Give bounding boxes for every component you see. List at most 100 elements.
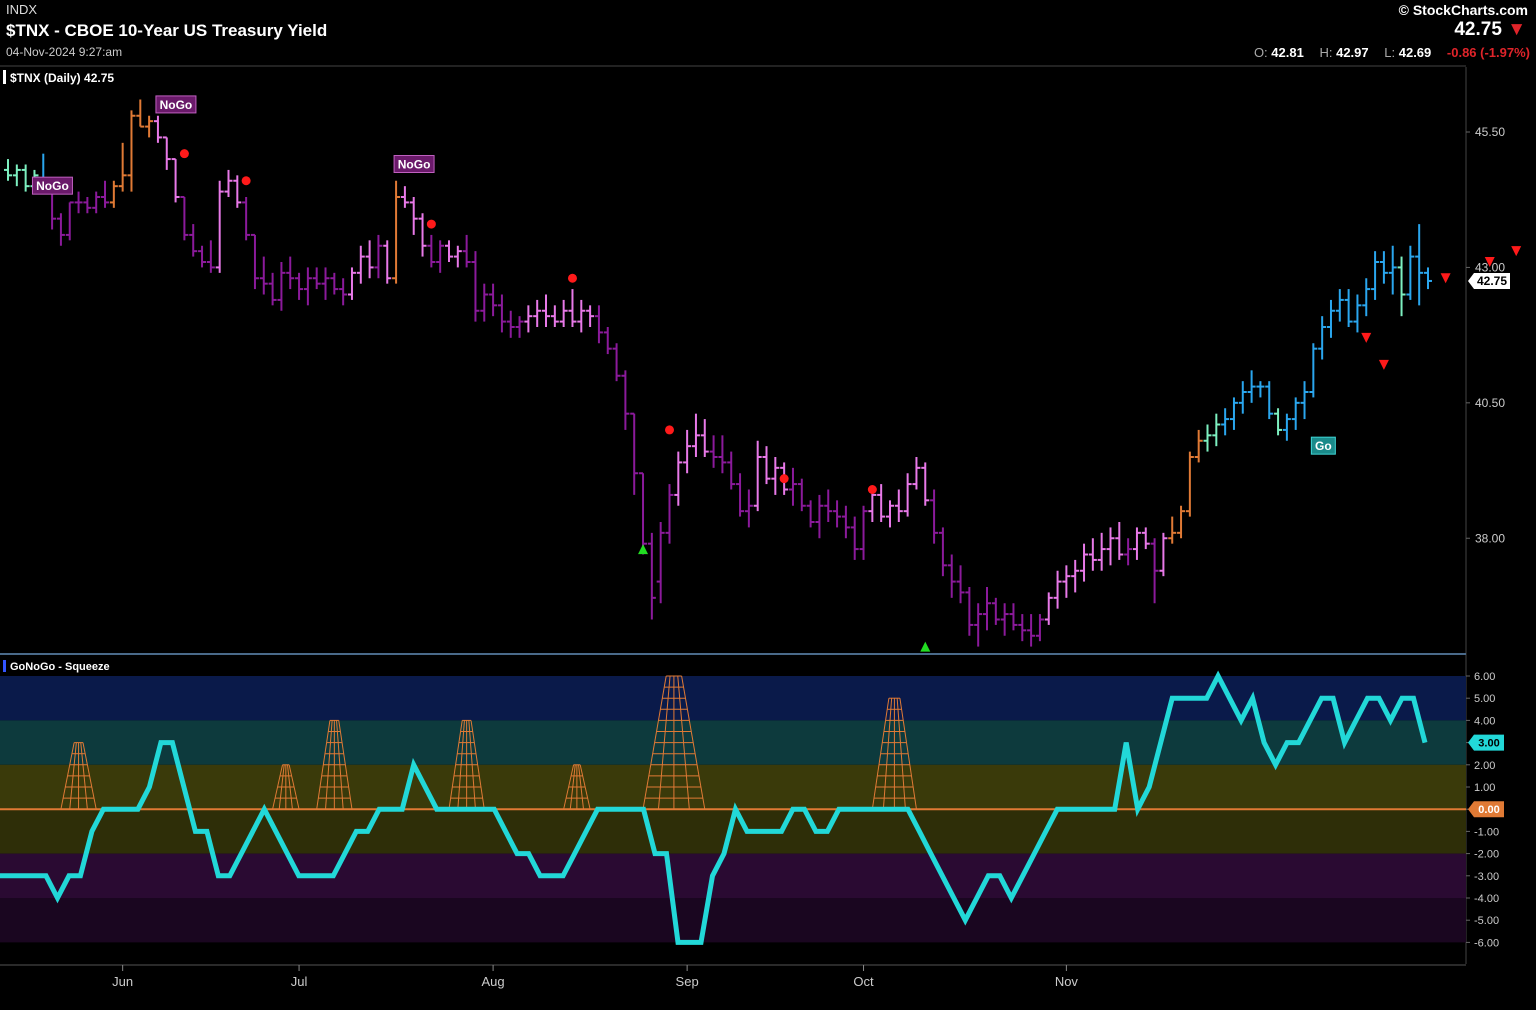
osc-y-tick-label: -3.00 (1474, 871, 1499, 883)
nogo-label: NoGo (155, 95, 197, 114)
ohlc-bar (1141, 527, 1150, 550)
low-value: 42.69 (1398, 45, 1432, 60)
ohlc-bar (1344, 289, 1353, 327)
ohlc-bar (603, 327, 612, 355)
ohlc-bar (65, 201, 74, 241)
ohlc-bar (277, 262, 286, 311)
ohlc-bar (771, 457, 780, 495)
ohlc-bar (453, 245, 462, 268)
squeeze-strut (470, 720, 485, 810)
ohlc-bar (1415, 224, 1424, 306)
osc-y-tick-label: 6.00 (1474, 671, 1495, 683)
x-axis: Jun Jul Aug Sep Oct Nov (112, 965, 1078, 989)
ohlc-bar (215, 180, 224, 273)
osc-y-tick-label: -6.00 (1474, 937, 1499, 949)
ohlc-bar (1018, 614, 1027, 642)
ohlc-bar (101, 180, 110, 208)
ohlc-bar (1194, 429, 1203, 463)
squeeze-strut (882, 698, 893, 810)
ohlc-bar (92, 191, 101, 214)
ohlc-bar (903, 473, 912, 517)
ohlc-bar (709, 435, 718, 468)
price-panel: $TNX (Daily) 42.75 45.50 43.00 40.50 38.00 No… (0, 65, 1522, 966)
ohlc-bar (577, 299, 586, 333)
ohlc-bar (162, 136, 171, 170)
squeeze-strut (316, 720, 331, 810)
price-y-tick-label: 38.00 (1475, 531, 1505, 545)
ohlc-bar (1150, 538, 1159, 604)
ohlc-bar (762, 446, 771, 485)
ohlc-bar (744, 489, 753, 528)
squeeze-cluster (563, 764, 591, 810)
ohlc-bar (189, 224, 198, 257)
ohlc-bar (303, 267, 312, 306)
ohlc-bar (1326, 299, 1335, 338)
open-label: O: (1253, 45, 1268, 60)
ohlc-bar (974, 603, 983, 647)
triangle-down-signal (1361, 332, 1372, 343)
ohlc-bar (312, 267, 321, 290)
price-y-tick-label: 40.50 (1475, 396, 1505, 410)
squeeze-strut (579, 764, 591, 810)
osc-y-tick-label: -5.00 (1474, 915, 1499, 927)
ohlc-bar (1291, 397, 1300, 430)
ohlc-bar (1318, 316, 1327, 360)
ohlc-bar (559, 299, 568, 327)
ohlc-bar (515, 316, 524, 338)
squeeze-strut (677, 675, 690, 810)
price-y-tick-label: 45.50 (1475, 125, 1505, 139)
ohlc-bar (198, 245, 207, 268)
ohlc-bar (841, 505, 850, 539)
label-box (31, 176, 73, 195)
ohlc-bar (877, 484, 886, 522)
ohlc-bar (956, 565, 965, 604)
ohlc-bar (339, 278, 348, 306)
ohlc-bar (568, 289, 577, 327)
ohlc-bar (656, 522, 665, 604)
ohlc-bar (1309, 343, 1318, 398)
ohlc-bar (833, 500, 842, 528)
price-y-tick-label: 43.00 (1475, 260, 1505, 274)
x-tick-label: Jul (291, 974, 308, 989)
ohlc-bar (400, 186, 409, 208)
ohlc-bar (1044, 592, 1053, 625)
brand-logo[interactable]: © StockCharts.com (1398, 2, 1528, 18)
ohlc-bar (594, 305, 603, 344)
ohlc-bar (268, 272, 277, 306)
squeeze-strut (896, 698, 906, 810)
squeeze-strut (272, 764, 284, 810)
ohlc-bar (1379, 251, 1388, 284)
ohlc-bar (444, 240, 453, 262)
ohlc-bar (983, 587, 992, 631)
go-label: Go (1310, 436, 1336, 455)
last-price-value: 42.75 (1454, 19, 1502, 40)
ohlc-bar (471, 251, 480, 322)
zero-tag-label: 0.00 (1478, 804, 1499, 816)
ohlc-bar (1097, 532, 1106, 571)
ohlc-bar (542, 294, 551, 327)
ohlc-bar (1185, 451, 1194, 517)
ohlc-bar (1062, 565, 1071, 598)
last-price: 42.75 ▼ (1454, 19, 1526, 41)
osc-last-tag-label: 3.00 (1478, 738, 1499, 750)
ohlc-bar (321, 267, 330, 300)
high-value: 42.97 (1336, 45, 1369, 60)
ohlc-bar (859, 505, 868, 560)
ohlc-bar (356, 245, 365, 284)
ohlc-bar (480, 283, 489, 322)
ohlc-bar (4, 159, 12, 181)
osc-title-marker (3, 660, 6, 672)
ohlc-bar (56, 213, 65, 246)
ohlc-bar (1009, 603, 1018, 631)
ohlc-readout: O: 42.81 H: 42.97 L: 42.69 -0.86 (-1.97%… (1254, 45, 1530, 60)
label-text: NoGo (398, 158, 431, 172)
osc-y-tick-label: 2.00 (1474, 760, 1495, 772)
last-price-tag (1468, 272, 1510, 289)
ohlc-bar (109, 180, 118, 208)
ohlc-bar (180, 196, 189, 241)
triangle-down-signal (1378, 359, 1389, 370)
reversal-dot-signal (567, 273, 577, 283)
low-label: L: (1384, 45, 1396, 60)
ohlc-bar (718, 435, 727, 474)
ohlc-bar (21, 164, 30, 192)
